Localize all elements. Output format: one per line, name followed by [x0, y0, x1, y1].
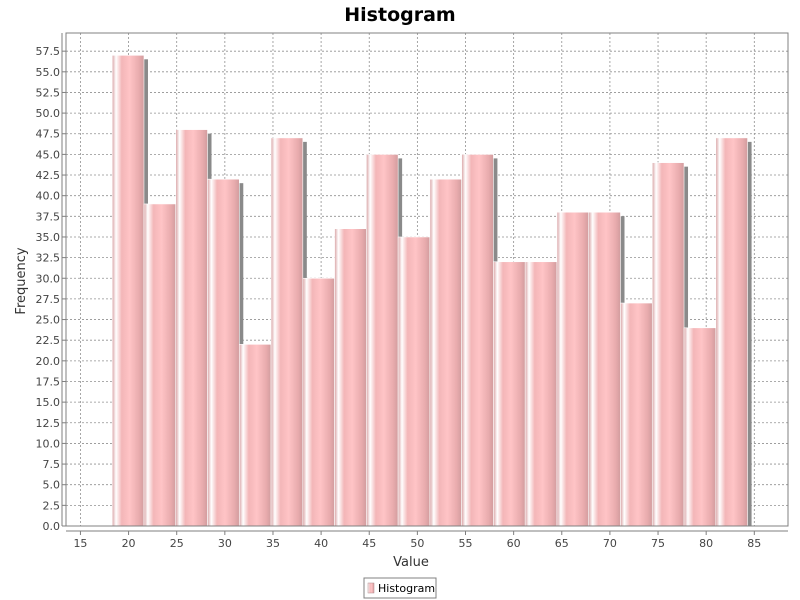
histogram-bar	[302, 277, 335, 527]
histogram-bar	[683, 327, 717, 527]
y-tick-label: 40.0	[36, 190, 61, 203]
y-tick-label: 27.5	[36, 293, 61, 306]
histogram-bar	[524, 261, 558, 527]
histogram-bar	[111, 54, 145, 527]
histogram-bar	[461, 154, 494, 527]
x-tick-label: 30	[218, 537, 232, 550]
legend: Histogram	[363, 577, 437, 599]
y-tick-label: 37.5	[36, 210, 61, 223]
histogram-bar	[207, 178, 240, 527]
histogram-bar	[175, 129, 208, 527]
chart-title: Histogram	[344, 4, 455, 26]
legend-label: Histogram	[378, 582, 435, 595]
histogram-bar	[493, 261, 526, 527]
x-axis: 15 20 25 30 35 40 45 50 55 60 65 70 75 80 85	[66, 530, 788, 550]
plot-border	[65, 32, 789, 527]
y-tick-label: 5.0	[43, 479, 61, 492]
y-tick-label: 17.5	[36, 375, 61, 388]
y-tick-label: 30.0	[36, 272, 61, 285]
y-tick-label: 45.0	[36, 148, 61, 161]
histogram-bar	[238, 344, 272, 527]
x-tick-label: 45	[362, 537, 376, 550]
x-tick-label: 25	[170, 537, 184, 550]
y-tick-label: 47.5	[36, 128, 61, 141]
x-tick-label: 20	[122, 537, 136, 550]
y-tick-label: 15.0	[36, 396, 61, 409]
histogram-bar	[620, 302, 653, 527]
bars	[111, 54, 748, 527]
y-tick-label: 20.0	[36, 355, 61, 368]
histogram-bar	[429, 178, 462, 527]
y-tick-label: 57.5	[36, 45, 61, 58]
histogram-bar	[651, 162, 685, 527]
x-tick-label: 15	[73, 537, 87, 550]
histogram-bar	[588, 211, 621, 527]
x-tick-label: 50	[410, 537, 424, 550]
x-tick-label: 80	[699, 537, 713, 550]
y-tick-label: 12.5	[36, 417, 61, 430]
x-tick-label: 70	[603, 537, 617, 550]
x-tick-label: 60	[507, 537, 521, 550]
y-tick-label: 22.5	[36, 334, 61, 347]
x-axis-label: Value	[393, 555, 429, 570]
histogram-bar	[397, 236, 431, 527]
x-tick-label: 35	[266, 537, 280, 550]
x-tick-label: 75	[651, 537, 665, 550]
y-tick-label: 10.0	[36, 437, 61, 450]
histogram-bar	[366, 154, 399, 527]
y-tick-label: 25.0	[36, 314, 61, 327]
y-axis: 0.0 2.5 5.0 7.5 10.0 12.5 15.0 17.5 20.0 22.5 25.0…	[36, 33, 66, 533]
y-tick-label: 2.5	[43, 499, 61, 512]
legend-swatch	[367, 582, 375, 594]
histogram-bar	[334, 228, 367, 527]
y-axis-label: Frequency	[14, 247, 29, 314]
y-tick-label: 52.5	[36, 86, 61, 99]
plot-area	[65, 32, 789, 527]
x-tick-label: 40	[314, 537, 328, 550]
histogram-bar	[715, 137, 748, 527]
y-tick-label: 35.0	[36, 231, 61, 244]
y-tick-label: 32.5	[36, 252, 61, 265]
y-tick-label: 42.5	[36, 169, 61, 182]
y-tick-label: 0.0	[43, 520, 61, 533]
y-tick-label: 7.5	[43, 458, 61, 471]
histogram-bar	[270, 137, 304, 527]
histogram-bar	[556, 211, 590, 527]
legend-box	[363, 577, 437, 599]
y-tick-label: 50.0	[36, 107, 61, 120]
x-tick-label: 55	[459, 537, 473, 550]
x-tick-label: 85	[747, 537, 761, 550]
y-tick-label: 55.0	[36, 66, 61, 79]
histogram-bar	[143, 203, 177, 527]
x-tick-label: 65	[555, 537, 569, 550]
